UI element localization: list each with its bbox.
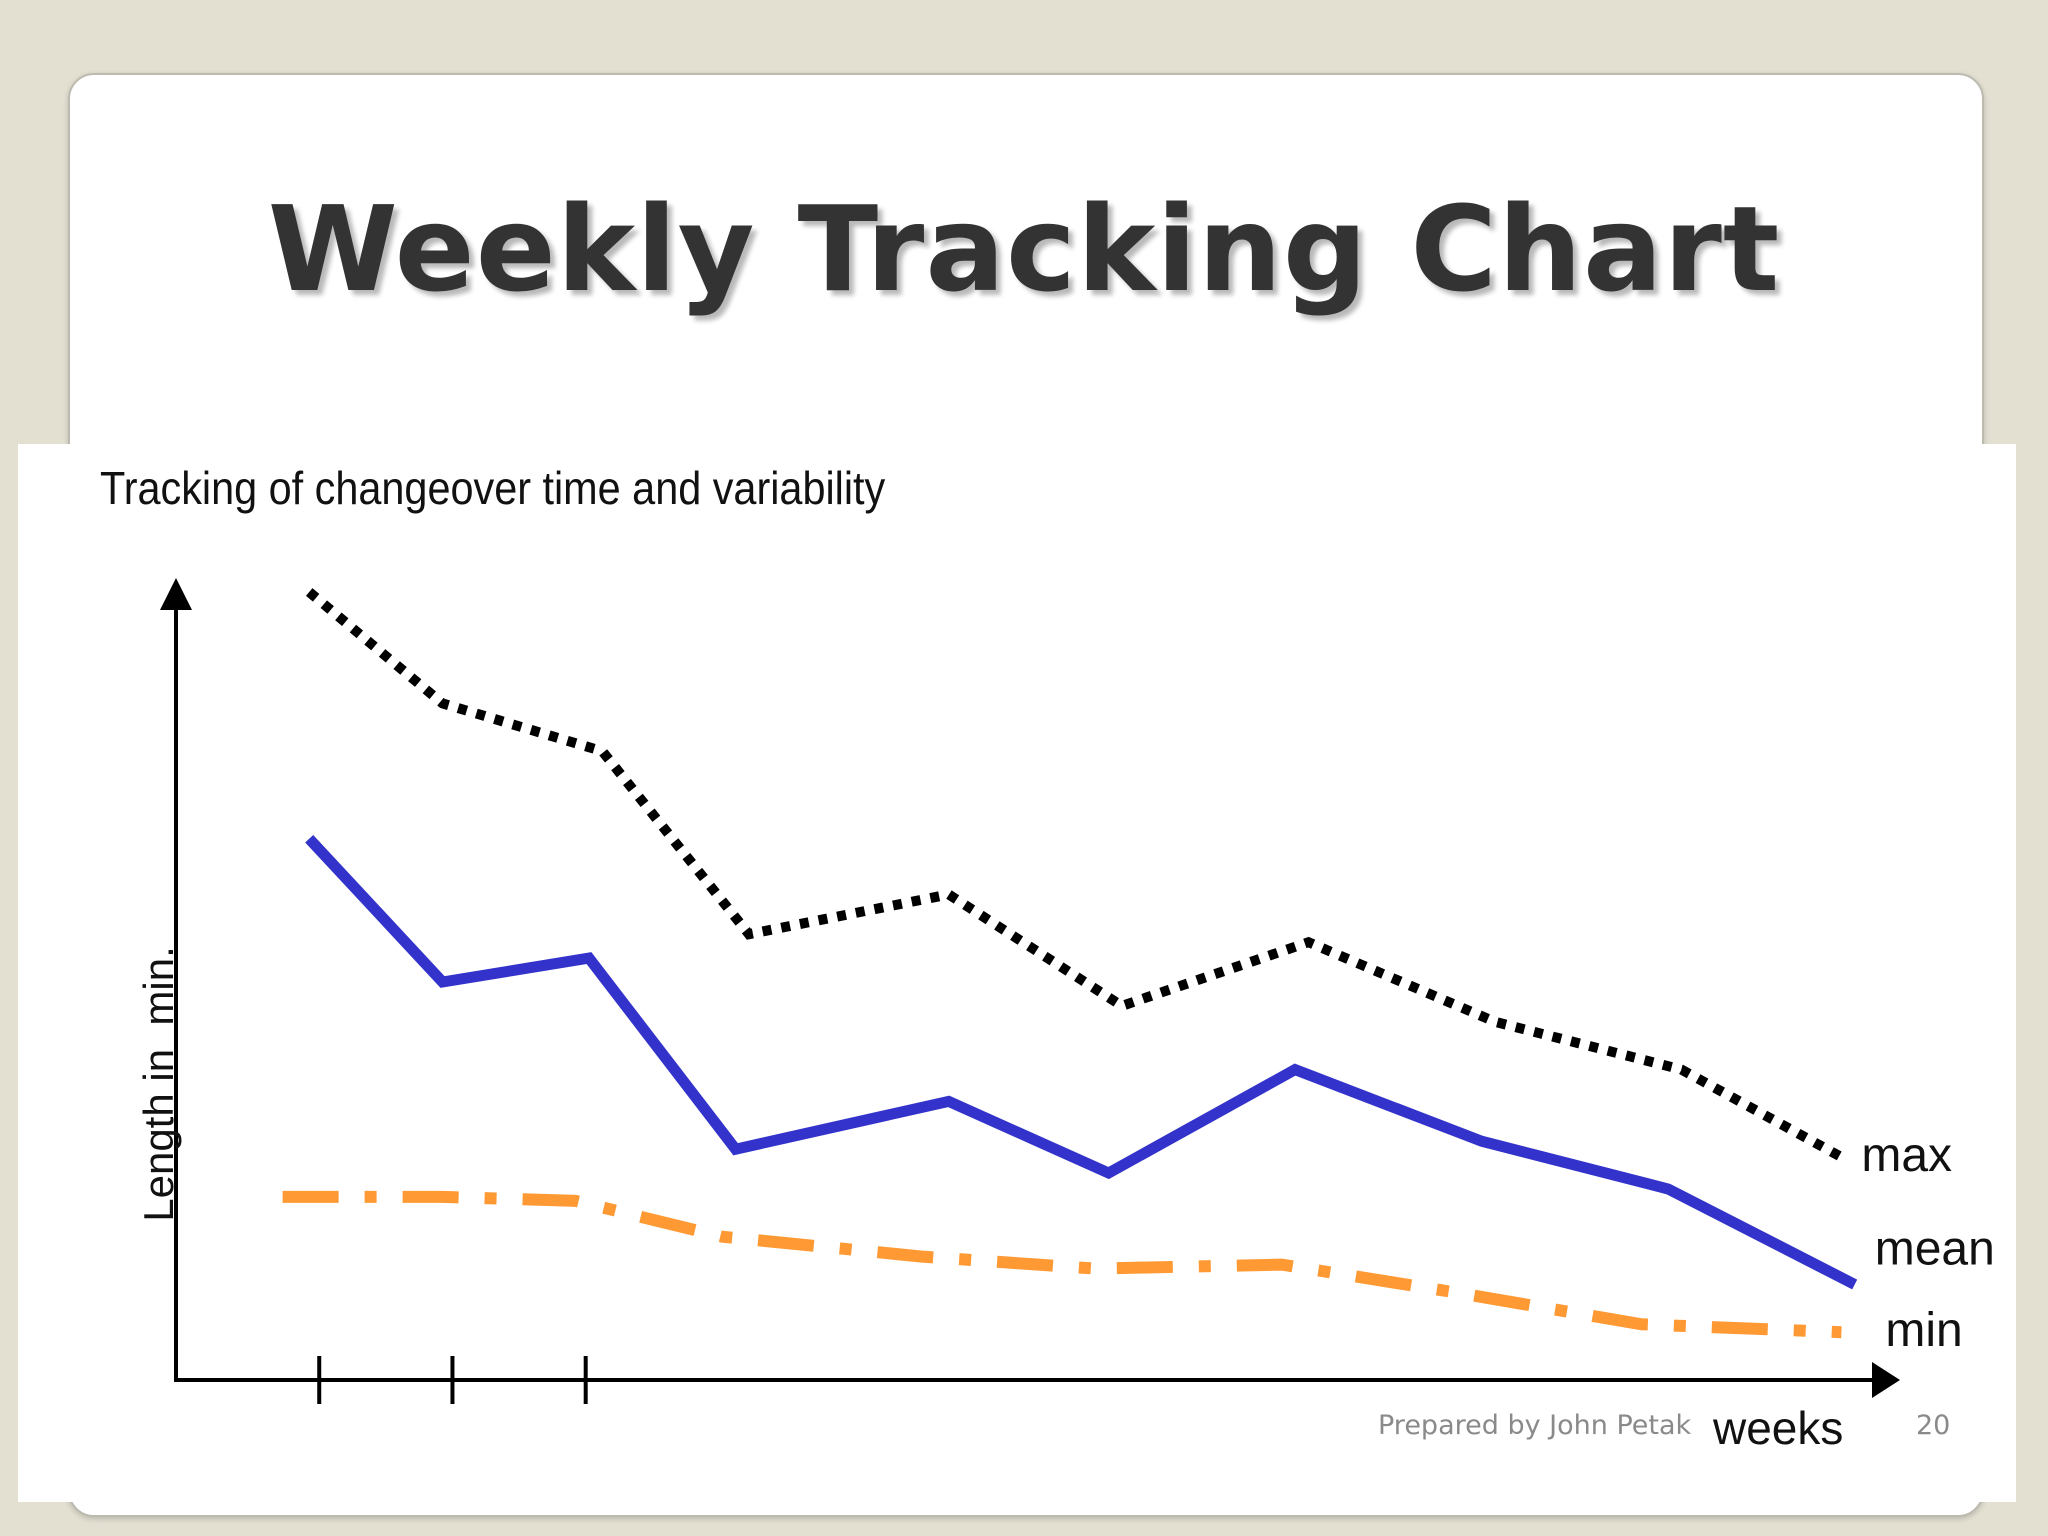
slide-title: Weekly Tracking Chart: [267, 180, 1781, 318]
series-line-min: [282, 1190, 1842, 1339]
series-line-mean: [305, 834, 1858, 1290]
chart-panel: max mean min Tracking of changeover time a…: [18, 444, 2016, 1502]
series-line-max: [305, 588, 1844, 1162]
y-axis-label: Length in min.: [135, 946, 182, 1222]
x-axis-arrow: [1872, 1362, 1900, 1398]
series-label-mean: mean: [1875, 1222, 1995, 1275]
page-number: 20: [1916, 1410, 1951, 1441]
series-label-max: max: [1861, 1129, 1952, 1182]
footer-author: Prepared by John Petak: [1378, 1410, 1692, 1441]
series-label-min: min: [1885, 1304, 1962, 1357]
x-axis-label: weeks: [1712, 1402, 1843, 1454]
line-chart: max mean min Tracking of changeover time a…: [100, 463, 1995, 1454]
y-axis-arrow: [160, 578, 192, 610]
chart-title: Tracking of changeover time and variabil…: [100, 463, 885, 515]
